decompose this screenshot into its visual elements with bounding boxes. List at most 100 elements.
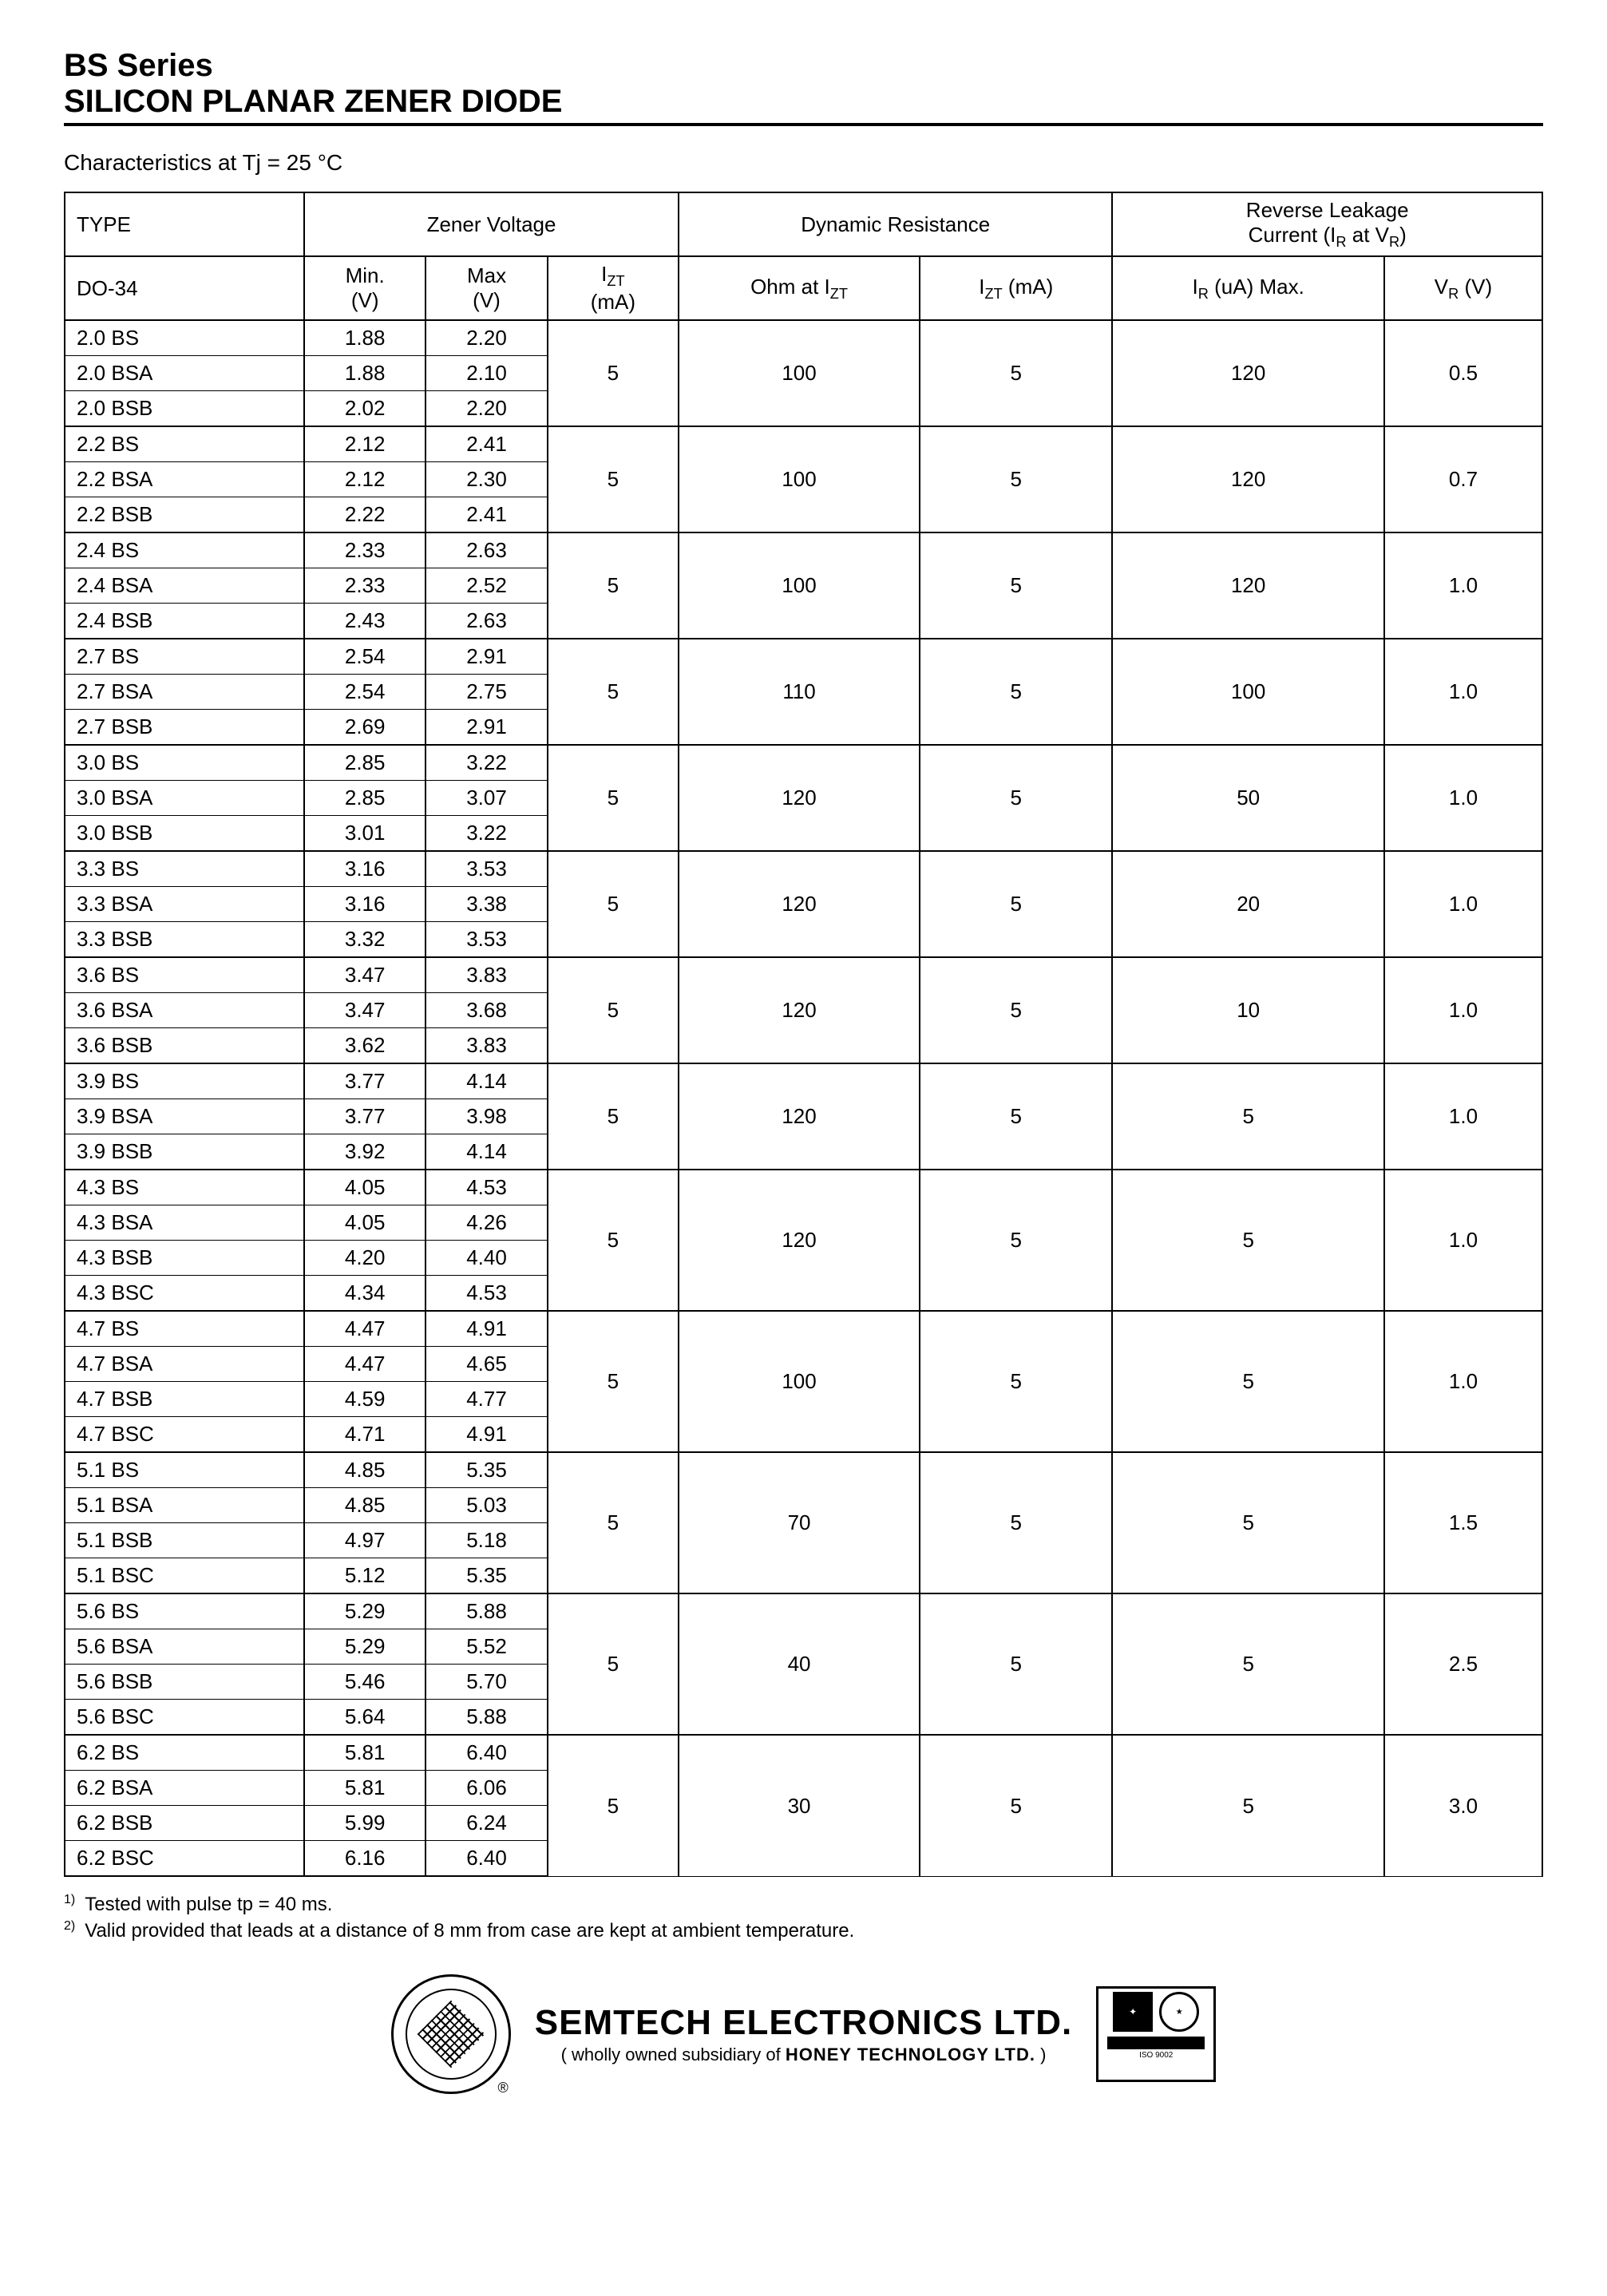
th-zener: Zener Voltage	[304, 192, 679, 256]
table-row: 6.2 BS5.816.40530553.0	[65, 1735, 1542, 1771]
cell-max: 4.14	[425, 1063, 547, 1099]
cell-type: 3.0 BSB	[65, 816, 304, 852]
th-izt: IZT(mA)	[548, 256, 679, 320]
cell-min: 5.81	[304, 1771, 425, 1806]
cell-ir: 5	[1112, 1311, 1384, 1452]
cell-max: 2.91	[425, 639, 547, 675]
cell-min: 4.34	[304, 1276, 425, 1312]
cell-min: 5.99	[304, 1806, 425, 1841]
cell-min: 4.71	[304, 1417, 425, 1453]
cell-type: 2.2 BS	[65, 426, 304, 462]
company-subsidiary: ( wholly owned subsidiary of HONEY TECHN…	[535, 2045, 1072, 2065]
cell-min: 4.05	[304, 1170, 425, 1205]
cell-max: 3.98	[425, 1099, 547, 1134]
th-min: Min.(V)	[304, 256, 425, 320]
cell-ir: 120	[1112, 532, 1384, 639]
cell-ohm: 120	[679, 1170, 920, 1311]
cell-min: 3.47	[304, 993, 425, 1028]
cell-max: 5.35	[425, 1558, 547, 1594]
cell-type: 3.6 BSA	[65, 993, 304, 1028]
cell-ohm: 100	[679, 320, 920, 426]
cell-max: 3.22	[425, 745, 547, 781]
cell-iztma: 5	[920, 1735, 1112, 1876]
cell-izt: 5	[548, 1452, 679, 1593]
cell-ohm: 70	[679, 1452, 920, 1593]
cell-type: 4.3 BSC	[65, 1276, 304, 1312]
spec-table-head: TYPE Zener Voltage Dynamic Resistance Re…	[65, 192, 1542, 320]
cell-type: 3.9 BSA	[65, 1099, 304, 1134]
cell-min: 6.16	[304, 1841, 425, 1877]
title-series: BS Series	[64, 48, 1543, 84]
cell-min: 4.20	[304, 1241, 425, 1276]
cell-max: 5.18	[425, 1523, 547, 1558]
cell-iztma: 5	[920, 426, 1112, 532]
cell-type: 4.7 BS	[65, 1311, 304, 1347]
spec-table: TYPE Zener Voltage Dynamic Resistance Re…	[64, 192, 1543, 1877]
table-row: 2.7 BS2.542.91511051001.0	[65, 639, 1542, 675]
cell-ohm: 110	[679, 639, 920, 745]
cell-min: 2.85	[304, 781, 425, 816]
cell-type: 5.6 BS	[65, 1593, 304, 1629]
table-row: 4.3 BS4.054.535120551.0	[65, 1170, 1542, 1205]
cell-vr: 1.0	[1384, 1063, 1542, 1170]
cell-max: 6.06	[425, 1771, 547, 1806]
cell-ohm: 100	[679, 426, 920, 532]
cell-vr: 1.0	[1384, 851, 1542, 957]
cell-min: 2.54	[304, 639, 425, 675]
footnote-2: 2)Valid provided that leads at a distanc…	[64, 1919, 1543, 1942]
cell-type: 5.1 BSC	[65, 1558, 304, 1594]
cell-ohm: 30	[679, 1735, 920, 1876]
cell-type: 3.3 BSB	[65, 922, 304, 958]
cell-type: 2.4 BSA	[65, 568, 304, 604]
table-row: 3.0 BS2.853.2251205501.0	[65, 745, 1542, 781]
cell-max: 4.53	[425, 1170, 547, 1205]
cell-max: 4.91	[425, 1311, 547, 1347]
cell-vr: 3.0	[1384, 1735, 1542, 1876]
cell-type: 3.3 BS	[65, 851, 304, 887]
cell-izt: 5	[548, 1593, 679, 1735]
table-row: 2.4 BS2.332.63510051201.0	[65, 532, 1542, 568]
cell-iztma: 5	[920, 639, 1112, 745]
cell-max: 5.88	[425, 1593, 547, 1629]
cell-vr: 0.7	[1384, 426, 1542, 532]
cell-min: 2.43	[304, 604, 425, 639]
cell-izt: 5	[548, 426, 679, 532]
cell-vr: 1.0	[1384, 745, 1542, 851]
cell-ir: 20	[1112, 851, 1384, 957]
table-row: 5.1 BS4.855.35570551.5	[65, 1452, 1542, 1488]
cell-ohm: 40	[679, 1593, 920, 1735]
cell-ir: 5	[1112, 1170, 1384, 1311]
cell-max: 5.52	[425, 1629, 547, 1665]
cell-min: 2.12	[304, 462, 425, 497]
th-dynamic: Dynamic Resistance	[679, 192, 1112, 256]
cell-type: 6.2 BSA	[65, 1771, 304, 1806]
cell-type: 2.7 BSA	[65, 675, 304, 710]
cell-vr: 1.0	[1384, 957, 1542, 1063]
cell-type: 2.0 BS	[65, 320, 304, 356]
cell-min: 4.05	[304, 1205, 425, 1241]
cell-type: 2.0 BSA	[65, 356, 304, 391]
cell-min: 1.88	[304, 356, 425, 391]
cell-type: 6.2 BSC	[65, 1841, 304, 1877]
table-row: 3.6 BS3.473.8351205101.0	[65, 957, 1542, 993]
cell-type: 3.0 BS	[65, 745, 304, 781]
th-ohm: Ohm at IZT	[679, 256, 920, 320]
cell-min: 2.85	[304, 745, 425, 781]
cell-iztma: 5	[920, 851, 1112, 957]
cell-type: 6.2 BS	[65, 1735, 304, 1771]
cell-ir: 10	[1112, 957, 1384, 1063]
cell-type: 4.7 BSC	[65, 1417, 304, 1453]
cell-min: 2.22	[304, 497, 425, 533]
cell-type: 3.9 BS	[65, 1063, 304, 1099]
cell-min: 5.81	[304, 1735, 425, 1771]
title-product: SILICON PLANAR ZENER DIODE	[64, 84, 1543, 126]
cell-min: 3.32	[304, 922, 425, 958]
cell-max: 4.53	[425, 1276, 547, 1312]
cell-max: 2.20	[425, 320, 547, 356]
cell-max: 3.83	[425, 957, 547, 993]
cell-type: 4.3 BS	[65, 1170, 304, 1205]
cell-max: 4.14	[425, 1134, 547, 1170]
cell-min: 5.12	[304, 1558, 425, 1594]
cell-min: 2.33	[304, 532, 425, 568]
cell-vr: 0.5	[1384, 320, 1542, 426]
